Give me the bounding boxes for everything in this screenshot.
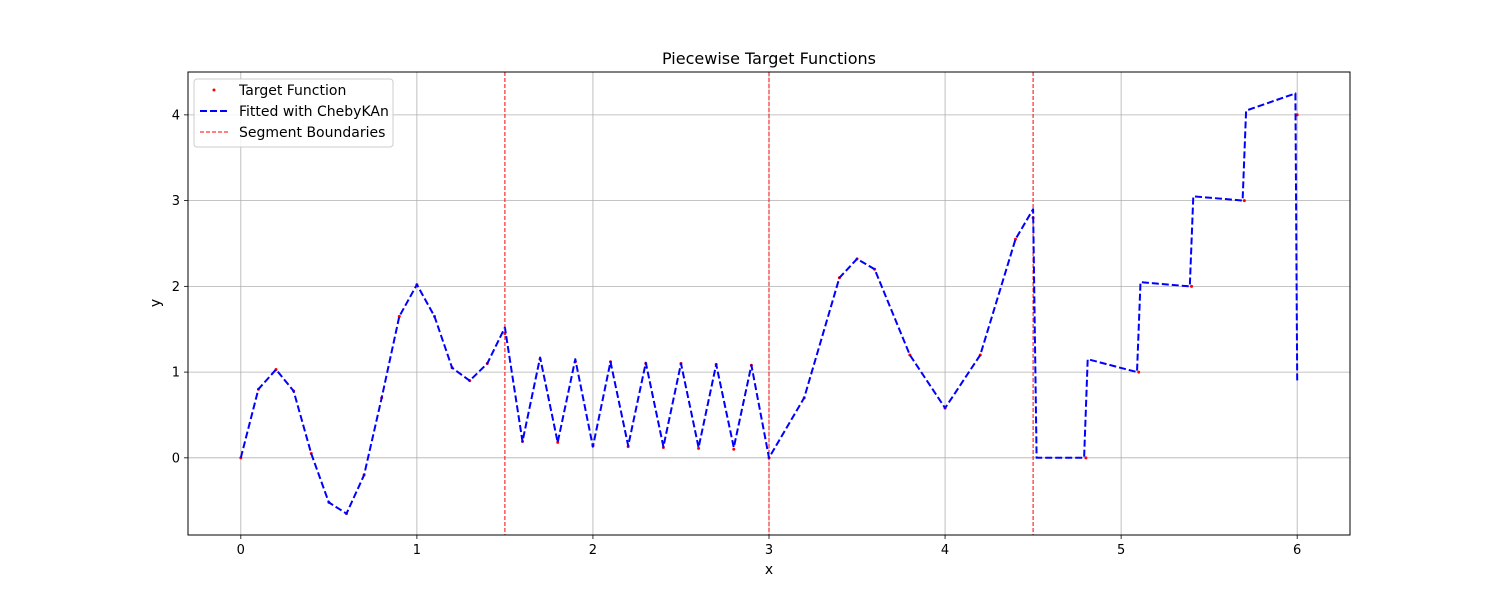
target-function-point [697,446,701,450]
target-function-point [1190,284,1194,288]
legend: Target Function Fitted with ChebyKAn Seg… [193,78,394,148]
y-tick-label: 3 [172,194,180,209]
x-tick-label: 3 [765,543,773,558]
fitted-chebykan-line [239,92,1299,515]
legend-label-target: Target Function [238,83,346,99]
legend-marker-target [212,88,216,92]
y-tick-label: 2 [172,280,180,295]
target-function-point [1137,370,1141,374]
axis-ticks: 0 1 2 3 4 5 6 0 1 2 3 4 [172,108,1302,558]
x-tick-label: 1 [413,543,421,558]
y-axis-label: y [148,299,164,307]
x-axis-label: x [765,562,773,578]
chart-title: Piecewise Target Functions [662,49,876,68]
x-tick-label: 4 [941,543,949,558]
y-tick-label: 1 [172,366,180,381]
target-function-point [1084,456,1088,460]
x-tick-label: 0 [237,543,245,558]
series-layer [239,92,1299,516]
x-tick-label: 6 [1293,543,1301,558]
x-tick-label: 5 [1117,543,1125,558]
legend-label-fitted: Fitted with ChebyKAn [239,104,389,120]
x-tick-label: 2 [589,543,597,558]
target-function-point [1242,199,1246,203]
y-tick-label: 0 [172,451,180,466]
target-function-point [1013,237,1017,241]
legend-label-boundaries: Segment Boundaries [239,125,385,141]
y-tick-label: 4 [172,108,180,123]
legend-box [193,78,394,148]
target-function-point [732,447,736,451]
